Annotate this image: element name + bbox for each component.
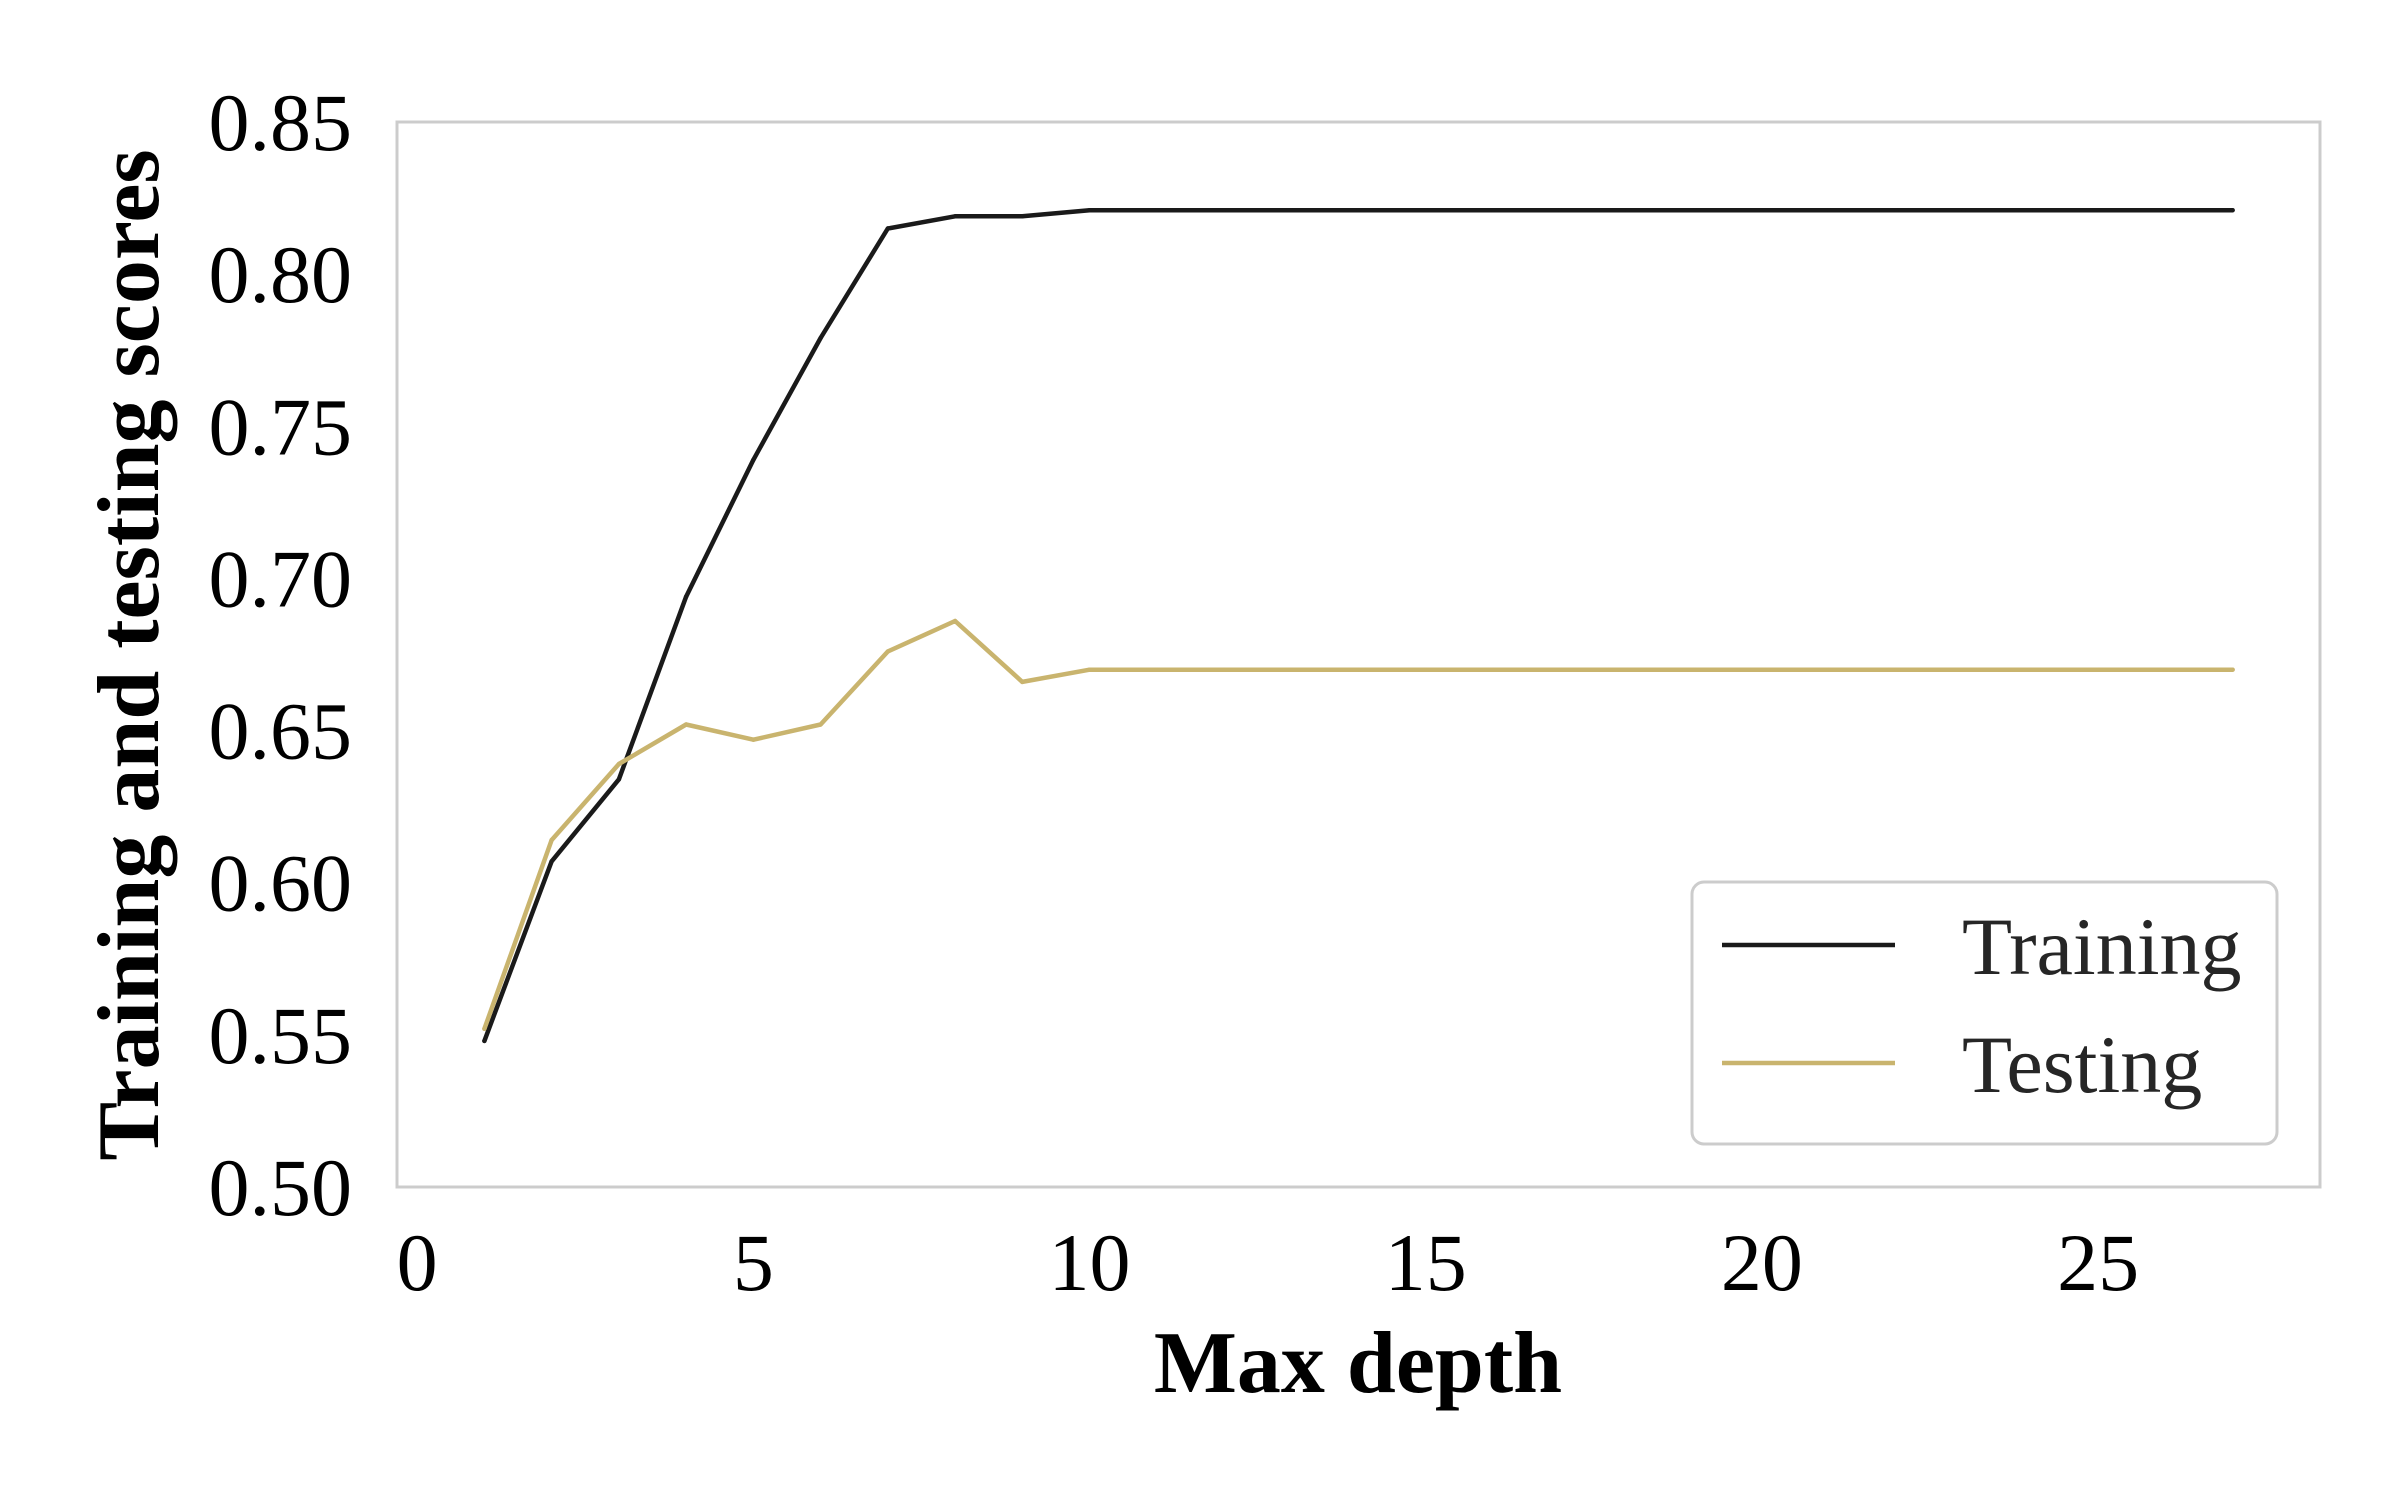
data-point-testing xyxy=(2095,667,2101,672)
y-tick-label: 0.85 xyxy=(209,77,353,168)
data-point-training xyxy=(1827,208,1832,213)
data-point-testing xyxy=(818,722,823,727)
x-tick-label: 5 xyxy=(733,1217,774,1308)
data-point-testing xyxy=(2028,667,2034,672)
data-point-training xyxy=(616,777,622,782)
x-tick-label: 20 xyxy=(1721,1217,1803,1308)
data-point-testing xyxy=(1154,667,1160,672)
data-point-training xyxy=(2095,208,2101,213)
data-point-training xyxy=(1289,208,1294,213)
data-point-testing xyxy=(1894,667,1899,672)
data-point-testing xyxy=(1087,667,1092,672)
data-point-testing xyxy=(1961,667,1966,672)
data-point-training xyxy=(818,335,823,341)
data-point-testing xyxy=(2163,667,2168,672)
y-tick-label: 0.55 xyxy=(209,990,353,1081)
data-point-training xyxy=(952,214,958,219)
data-point-testing xyxy=(1759,667,1765,672)
data-point-testing xyxy=(482,1026,487,1032)
series-lines xyxy=(482,207,2235,1044)
y-tick-label: 0.80 xyxy=(209,229,353,320)
data-point-training xyxy=(1490,208,1496,213)
data-point-training xyxy=(1087,208,1092,213)
y-axis-ticks: 0.50 0.55 0.60 0.65 0.70 0.75 0.80 0.85 xyxy=(209,77,353,1233)
y-axis-title: Training and testing scores xyxy=(81,149,178,1160)
data-point-training xyxy=(2028,208,2034,213)
data-point-testing xyxy=(1289,667,1294,672)
y-tick-label: 0.75 xyxy=(209,381,353,472)
data-point-testing xyxy=(1423,667,1428,672)
data-point-training xyxy=(683,594,689,599)
legend-box xyxy=(1690,880,2279,1146)
data-point-training xyxy=(2163,208,2168,213)
data-point-testing xyxy=(1625,667,1630,672)
data-point-training xyxy=(1356,208,1361,213)
data-point-testing xyxy=(549,837,554,843)
data-point-training xyxy=(1558,208,1563,213)
x-axis-title: Max depth xyxy=(1154,1315,1562,1412)
data-point-testing xyxy=(616,761,622,767)
x-tick-label: 10 xyxy=(1049,1217,1131,1308)
data-point-training xyxy=(885,226,890,231)
data-point-training xyxy=(549,859,554,864)
data-point-testing xyxy=(1356,667,1361,672)
data-point-training xyxy=(482,1038,487,1044)
legend: Training Testing xyxy=(1690,880,2279,1146)
data-point-testing xyxy=(1490,667,1496,672)
data-point-training xyxy=(1961,208,1966,213)
x-axis-ticks: 0 5 10 15 20 25 xyxy=(397,1217,2139,1308)
data-point-testing xyxy=(885,649,890,654)
y-tick-label: 0.60 xyxy=(209,838,353,929)
data-point-training xyxy=(1221,208,1227,213)
data-point-training xyxy=(1894,208,1899,213)
data-point-training xyxy=(2230,208,2235,213)
data-point-testing xyxy=(1827,667,1832,672)
x-tick-label: 25 xyxy=(2057,1217,2139,1308)
legend-label-training: Training xyxy=(1962,901,2241,992)
y-tick-label: 0.65 xyxy=(209,686,353,777)
legend-label-testing: Testing xyxy=(1962,1019,2202,1110)
data-point-training xyxy=(1423,208,1428,213)
x-tick-label: 0 xyxy=(397,1217,438,1308)
data-point-testing xyxy=(1020,679,1025,685)
y-tick-label: 0.70 xyxy=(209,533,353,624)
x-tick-label: 15 xyxy=(1385,1217,1467,1308)
data-point-testing xyxy=(952,618,958,624)
data-point-training xyxy=(1759,208,1765,213)
data-point-testing xyxy=(683,722,689,727)
data-point-training xyxy=(751,457,756,462)
data-point-training xyxy=(1020,214,1025,219)
data-point-testing xyxy=(1221,667,1227,672)
data-point-training xyxy=(1692,208,1697,213)
data-point-training xyxy=(1154,208,1160,213)
data-point-training xyxy=(1625,208,1630,213)
y-tick-label: 0.50 xyxy=(209,1142,353,1233)
data-point-testing xyxy=(1692,667,1697,672)
data-point-testing xyxy=(1558,667,1563,672)
data-point-testing xyxy=(2230,667,2235,672)
data-point-testing xyxy=(751,737,756,742)
